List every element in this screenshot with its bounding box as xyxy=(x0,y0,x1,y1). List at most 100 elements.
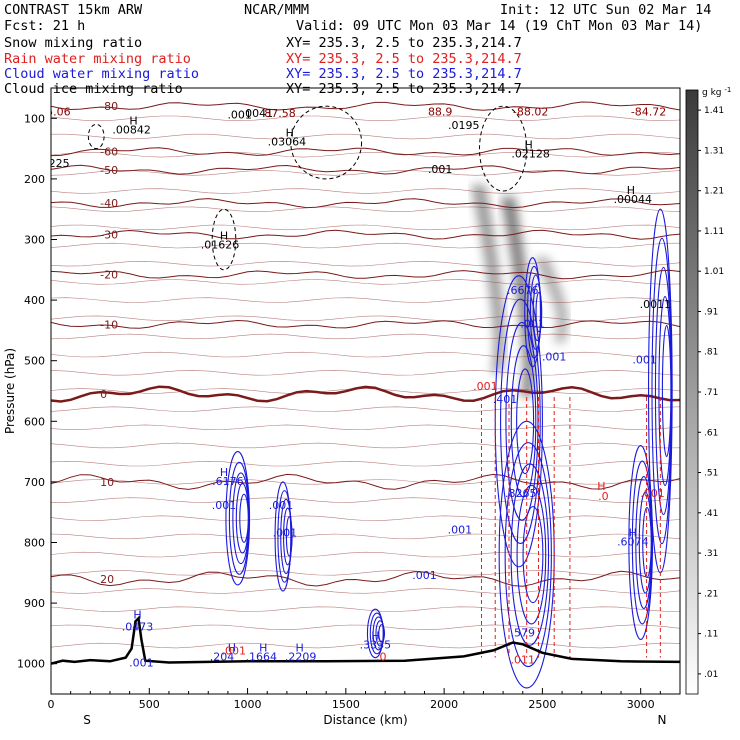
contour-annotation: .001 xyxy=(273,526,298,539)
cloud-ice-contour xyxy=(87,123,105,150)
cloud-water-contour xyxy=(661,325,672,457)
colorbar-label: .31 xyxy=(704,549,718,559)
header-valid: Valid: 09 UTC Mon 03 Mar 14 (19 ChT Mon … xyxy=(296,18,703,34)
header-fcst: Fcst: 21 h xyxy=(4,18,86,34)
contour-annotation: H xyxy=(627,184,635,197)
contour-annotation: .8265 xyxy=(505,487,537,500)
x-axis-label: Distance (km) xyxy=(323,713,407,727)
isotherm xyxy=(51,315,680,322)
contour-annotation: .1664 xyxy=(246,651,278,664)
y-tick-label: 1000 xyxy=(17,658,45,671)
isotherm xyxy=(51,115,680,122)
colorbar: .01 .11 .21 .31 .41 .51 .61 .71 .81 .91 1.01 1.11 1.… xyxy=(685,86,731,695)
contour-label: 0 xyxy=(100,388,107,401)
contour-annotation: .001 xyxy=(520,317,545,330)
contour-annotation: 88.9 xyxy=(428,105,453,118)
isotherm xyxy=(51,370,680,376)
isotherm xyxy=(51,279,680,285)
contour-annotation: .0 xyxy=(376,651,387,664)
y-tick-label: 200 xyxy=(24,173,45,186)
temperature-contour xyxy=(51,229,680,240)
snow-shading xyxy=(534,257,568,343)
contour-label: -50 xyxy=(100,164,118,177)
cloud-water-contour xyxy=(510,345,537,498)
x-tick-label: 3000 xyxy=(627,698,655,711)
contour-label: -60 xyxy=(100,146,118,159)
x-tick-label: 0 xyxy=(48,698,55,711)
cloud-water-contour xyxy=(285,516,293,557)
colorbar-unit-exponent: -1 xyxy=(724,86,731,94)
contour-annotation: H xyxy=(286,126,294,139)
colorbar-label: 1.01 xyxy=(704,267,724,277)
plot-content: -80-60-50-40-30-20-100102025.06H.00842.0… xyxy=(51,100,680,689)
contour-annotation: .001 xyxy=(129,657,154,670)
colorbar-label: 1.41 xyxy=(704,106,724,116)
field-xy-cloudice: XY= 235.3, 2.5 to 235.3,214.7 xyxy=(286,81,522,97)
field-name-cloudwater: Cloud water mixing ratio xyxy=(4,66,200,82)
colorbar-label: 1.31 xyxy=(704,146,724,156)
field-xy-cloudwater: XY= 235.3, 2.5 to 235.3,214.7 xyxy=(286,66,522,82)
cloud-water-contour xyxy=(378,624,385,643)
isotherm xyxy=(51,533,680,540)
contour-annotation: .01626 xyxy=(201,239,240,252)
field-name-rain: Rain water mixing ratio xyxy=(4,51,191,67)
contour-annotation: H xyxy=(525,139,533,152)
contour-annotation: .001 xyxy=(473,380,498,393)
y-tick-label: 500 xyxy=(24,355,45,368)
direction-label-south: S xyxy=(83,713,91,727)
contour-annotation: .001 xyxy=(212,499,237,512)
contour-annotation: .0041 xyxy=(242,107,274,120)
x-tick-label: 500 xyxy=(139,698,160,711)
cloud-water-contour xyxy=(642,507,652,578)
cloud-water-contour xyxy=(535,292,543,333)
cloud-water-contour xyxy=(500,298,541,545)
colorbar-label: .51 xyxy=(704,469,718,479)
isotherm xyxy=(51,133,680,140)
temperature-contour xyxy=(51,473,680,490)
y-tick-label: 700 xyxy=(24,476,45,489)
isotherm xyxy=(51,570,680,576)
cloud-water-contour xyxy=(239,493,249,543)
contour-label: -30 xyxy=(100,229,118,242)
direction-label-north: N xyxy=(658,713,667,727)
isotherm xyxy=(51,297,680,303)
contour-annotation: .2209 xyxy=(285,651,317,664)
cloud-water-contour xyxy=(235,483,250,554)
contour-label: -40 xyxy=(100,197,118,210)
contour-annotation: .401 xyxy=(493,393,518,406)
cloud-water-contour xyxy=(504,442,552,668)
field-name-cloudice: Cloud ice mixing ratio xyxy=(4,81,183,97)
cloud-water-contour xyxy=(658,295,672,487)
header-init: Init: 12 UTC Sun 02 Mar 14 xyxy=(500,2,712,18)
contour-annotation: .011 xyxy=(511,654,536,667)
colorbar-label: .71 xyxy=(704,388,718,398)
isotherm xyxy=(51,479,680,485)
contour-annotation: .6074 xyxy=(617,536,649,549)
contour-annotation: .579 xyxy=(511,626,536,639)
isotherm xyxy=(51,224,680,231)
colorbar-label: .41 xyxy=(704,509,718,519)
isotherm xyxy=(51,424,680,431)
colorbar-label: .81 xyxy=(704,348,718,358)
contour-annotation: .0473 xyxy=(122,620,154,633)
y-axis-label: Pressure (hPa) xyxy=(3,348,17,434)
contour-annotation: .6676 xyxy=(507,284,539,297)
colorbar-unit: g kg -1 xyxy=(702,86,731,98)
contour-annotation: .0 xyxy=(598,490,609,503)
contour-label: 20 xyxy=(100,573,114,586)
contour-annotation: .001 xyxy=(222,645,247,658)
temperature-contour xyxy=(51,319,680,329)
isotherm xyxy=(51,442,680,449)
axes: 0 500 1000 1500 2000 2500 30001002003004005006… xyxy=(3,112,666,727)
temperature-contour xyxy=(51,385,680,403)
cloud-water-contour xyxy=(522,506,544,604)
colorbar-label: .01 xyxy=(704,670,718,680)
contour-annotation: H xyxy=(597,480,605,493)
colorbar-label: .11 xyxy=(704,630,718,640)
x-tick-label: 2000 xyxy=(430,698,458,711)
contour-label: -10 xyxy=(100,318,118,331)
contour-annotation: .6176 xyxy=(212,475,244,488)
field-xy-rain: XY= 235.3, 2.5 to 235.3,214.7 xyxy=(286,51,522,67)
colorbar-gradient xyxy=(685,89,699,695)
